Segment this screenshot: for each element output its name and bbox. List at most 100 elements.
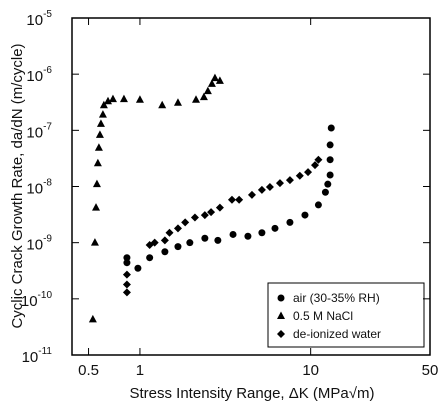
y-tick-label: 10-10 xyxy=(21,289,53,309)
point xyxy=(146,254,154,262)
point xyxy=(207,79,216,87)
point xyxy=(321,188,329,196)
y-tick-base: 10 xyxy=(26,124,43,141)
point xyxy=(94,143,103,151)
legend-marker xyxy=(277,311,285,319)
point xyxy=(174,243,182,251)
point xyxy=(161,248,169,256)
x-tick-label: 10 xyxy=(302,362,319,379)
point xyxy=(207,208,216,217)
point xyxy=(135,95,144,103)
point xyxy=(314,155,323,164)
point xyxy=(275,179,284,188)
point xyxy=(215,203,224,212)
y-tick-label: 10-5 xyxy=(26,9,52,29)
point xyxy=(160,236,169,245)
y-tick-exponent: -9 xyxy=(43,233,52,244)
point xyxy=(88,314,97,323)
point xyxy=(235,195,244,204)
point xyxy=(192,95,201,103)
point xyxy=(324,180,332,188)
x-tick-label: 50 xyxy=(422,362,439,379)
point xyxy=(96,119,105,127)
point xyxy=(295,171,304,180)
point xyxy=(150,238,159,247)
point xyxy=(203,86,212,95)
legend-label: 0.5 M NaCl xyxy=(293,309,353,323)
point xyxy=(286,218,294,226)
point xyxy=(92,179,101,188)
y-axis-title: Cyclic Crack Growth Rate, da/dN (m/cycle… xyxy=(9,43,26,328)
y-tick-base: 10 xyxy=(22,349,39,366)
y-tick-exponent: -6 xyxy=(43,65,52,76)
y-tick-exponent: -11 xyxy=(38,346,52,357)
point xyxy=(310,161,319,170)
x-tick-label: 1 xyxy=(136,362,144,379)
y-tick-base: 10 xyxy=(26,237,43,254)
point xyxy=(210,73,219,82)
point xyxy=(200,211,209,220)
point xyxy=(123,254,131,262)
point xyxy=(326,156,334,164)
y-tick-base: 10 xyxy=(26,12,43,29)
point xyxy=(199,92,208,101)
point xyxy=(119,94,128,103)
point xyxy=(227,195,236,204)
y-tick-base: 10 xyxy=(26,68,43,85)
y-tick-base: 10 xyxy=(26,180,43,197)
y-tick-exponent: -5 xyxy=(43,9,52,20)
point xyxy=(123,259,131,267)
point xyxy=(90,238,99,246)
point xyxy=(134,264,142,272)
y-tick-label: 10-9 xyxy=(26,233,52,253)
point xyxy=(285,176,294,185)
legend-label: de-ionized water xyxy=(293,327,381,341)
y-tick-label: 10-8 xyxy=(26,177,52,197)
point xyxy=(173,224,182,233)
point xyxy=(122,280,131,289)
point xyxy=(301,211,309,219)
legend-marker xyxy=(277,330,285,338)
point xyxy=(186,239,194,247)
point xyxy=(158,100,167,109)
legend-label: air (30-35% RH) xyxy=(293,291,380,305)
point xyxy=(95,130,104,138)
point xyxy=(103,96,112,105)
y-tick-exponent: -10 xyxy=(38,289,53,300)
point xyxy=(190,213,199,222)
point xyxy=(181,218,190,227)
y-tick-base: 10 xyxy=(21,293,38,310)
point xyxy=(201,234,209,242)
point xyxy=(304,168,313,177)
point xyxy=(271,224,279,232)
y-tick-label: 10-11 xyxy=(22,346,53,366)
point xyxy=(326,141,334,149)
point xyxy=(165,228,174,237)
point xyxy=(214,236,222,244)
legend-box xyxy=(267,282,425,348)
point xyxy=(258,229,266,237)
point xyxy=(173,98,182,106)
point xyxy=(122,270,131,279)
y-tick-exponent: -7 xyxy=(43,121,52,132)
point xyxy=(122,288,131,297)
point xyxy=(229,230,237,238)
legend-marker xyxy=(277,294,285,302)
point xyxy=(314,201,322,209)
point xyxy=(92,203,101,211)
point xyxy=(327,124,335,132)
point xyxy=(99,100,108,109)
x-tick-label: 0.5 xyxy=(78,362,99,379)
point xyxy=(244,232,252,240)
point xyxy=(326,171,334,179)
y-tick-label: 10-6 xyxy=(26,65,52,85)
point xyxy=(257,185,266,194)
y-tick-exponent: -8 xyxy=(43,177,52,188)
point xyxy=(215,76,224,84)
point xyxy=(108,94,117,103)
point xyxy=(98,110,107,118)
point xyxy=(265,182,274,191)
y-tick-label: 10-7 xyxy=(26,121,52,141)
x-axis-title: Stress Intensity Range, ΔK (MPa√m) xyxy=(130,385,375,402)
